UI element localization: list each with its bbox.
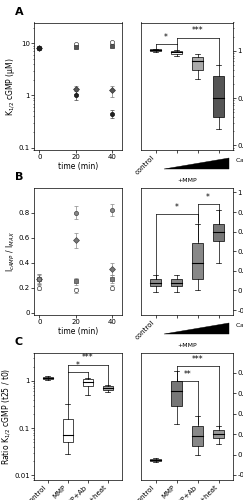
Text: C: C: [15, 337, 23, 347]
Polygon shape: [164, 158, 229, 169]
Text: ***: ***: [192, 354, 203, 364]
Bar: [63, 418, 73, 442]
Bar: [213, 76, 224, 117]
Text: *: *: [206, 193, 210, 202]
Polygon shape: [164, 322, 229, 334]
Y-axis label: I$_{cAMP}$ / I$_{MAX}$: I$_{cAMP}$ / I$_{MAX}$: [5, 231, 17, 272]
Bar: [103, 386, 113, 390]
Bar: [171, 381, 182, 406]
Bar: [171, 51, 182, 54]
Bar: [213, 224, 224, 242]
Bar: [192, 426, 203, 446]
Y-axis label: Ratio K$_{1/2}$ cGMP (t25 / t0): Ratio K$_{1/2}$ cGMP (t25 / t0): [0, 368, 13, 465]
Text: Ca$^{2+}$: Ca$^{2+}$: [235, 320, 243, 330]
Text: +MMP: +MMP: [177, 178, 197, 183]
Bar: [171, 278, 182, 285]
Text: ***: ***: [82, 354, 94, 362]
Text: *: *: [175, 203, 179, 212]
Text: +MMP: +MMP: [177, 343, 197, 348]
Text: A: A: [15, 7, 23, 17]
Bar: [192, 57, 203, 70]
X-axis label: time (min): time (min): [58, 162, 98, 170]
Text: ***: ***: [192, 26, 203, 36]
Bar: [213, 430, 224, 438]
Text: Ca$^{2+}$: Ca$^{2+}$: [235, 156, 243, 165]
Bar: [150, 278, 161, 285]
Text: **: **: [183, 370, 191, 379]
Bar: [150, 458, 161, 460]
Text: *: *: [164, 32, 168, 42]
Bar: [150, 49, 161, 51]
Bar: [192, 244, 203, 278]
Y-axis label: K$_{1/2}$ cGMP (μM): K$_{1/2}$ cGMP (μM): [4, 57, 17, 116]
Text: B: B: [15, 172, 23, 182]
Bar: [83, 379, 93, 386]
Text: *: *: [76, 360, 80, 370]
X-axis label: time (min): time (min): [58, 326, 98, 336]
Bar: [43, 377, 53, 379]
